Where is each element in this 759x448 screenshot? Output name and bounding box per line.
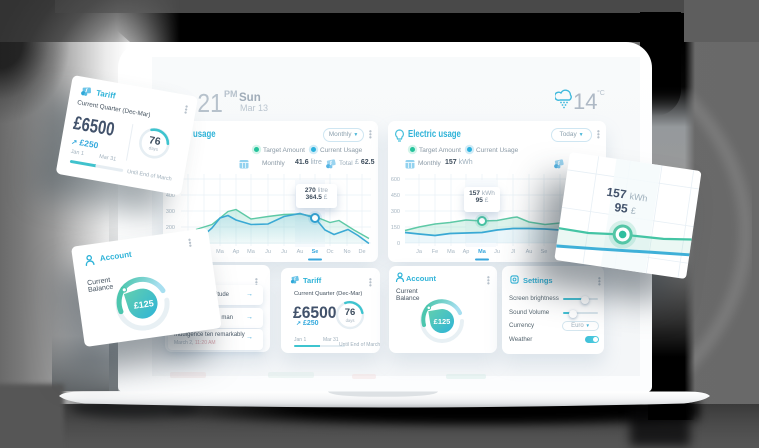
svg-text:Jl: Jl bbox=[511, 249, 515, 255]
svg-text:Ju: Ju bbox=[281, 249, 287, 255]
svg-text:Ma: Ma bbox=[247, 249, 256, 255]
svg-text:Au: Au bbox=[297, 249, 304, 255]
svg-text:150: 150 bbox=[391, 225, 400, 231]
svg-text:Ma: Ma bbox=[216, 249, 225, 255]
svg-text:De: De bbox=[358, 249, 365, 255]
svg-text:0: 0 bbox=[397, 241, 400, 247]
svg-text:Se: Se bbox=[541, 249, 548, 255]
svg-text:Se: Se bbox=[312, 249, 319, 255]
svg-text:Ap: Ap bbox=[463, 249, 470, 255]
svg-text:200: 200 bbox=[166, 225, 175, 231]
svg-text:Ap: Ap bbox=[233, 249, 240, 255]
svg-text:No: No bbox=[343, 249, 350, 255]
svg-text:450: 450 bbox=[391, 193, 400, 199]
svg-text:Fe: Fe bbox=[432, 249, 438, 255]
svg-text:400: 400 bbox=[166, 193, 175, 199]
svg-text:Ju: Ju bbox=[265, 249, 271, 255]
svg-text:300: 300 bbox=[166, 209, 175, 215]
svg-text:Ju: Ju bbox=[494, 249, 500, 255]
svg-text:Ma: Ma bbox=[447, 249, 456, 255]
svg-text:Ma: Ma bbox=[478, 249, 487, 255]
svg-text:600: 600 bbox=[391, 177, 400, 183]
svg-text:Ja: Ja bbox=[416, 249, 423, 255]
svg-text:Au: Au bbox=[526, 249, 533, 255]
svg-text:300: 300 bbox=[391, 209, 400, 215]
svg-text:Oc: Oc bbox=[326, 249, 333, 255]
